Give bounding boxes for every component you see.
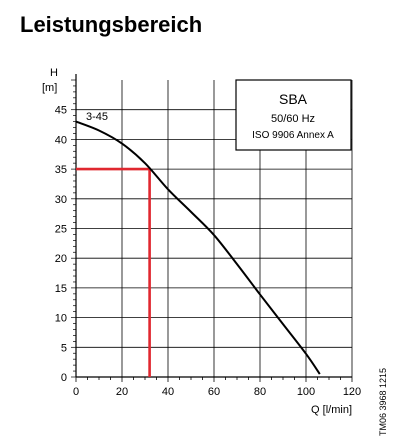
x-tick-label: 60 <box>208 386 220 398</box>
y-tick-label: 45 <box>55 105 67 117</box>
y-tick-label: 20 <box>55 253 67 265</box>
y-tick-label: 25 <box>55 224 67 236</box>
legend-line-1: SBA <box>279 91 308 107</box>
y-axis-label: H <box>50 67 58 79</box>
y-tick-label: 0 <box>61 372 67 384</box>
tick-labels: 0 20 40 60 80 100 120 0 5 10 15 20 25 30 35 40 45 <box>55 105 361 398</box>
chart-marks <box>75 120 321 377</box>
x-axis-label: Q [l/min] <box>311 404 352 416</box>
series-label: 3-45 <box>86 111 108 123</box>
y-tick-label: 10 <box>55 313 67 325</box>
axis-ticks <box>71 74 353 382</box>
x-tick-label: 80 <box>254 386 266 398</box>
x-tick-label: 20 <box>116 386 128 398</box>
pump-curve-line <box>75 120 321 375</box>
x-tick-label: 40 <box>162 386 174 398</box>
x-tick-label: 100 <box>297 386 315 398</box>
y-tick-label: 35 <box>55 164 67 176</box>
y-tick-label: 15 <box>55 283 67 295</box>
x-tick-label: 120 <box>343 386 361 398</box>
legend-line-3: ISO 9906 Annex A <box>252 130 334 141</box>
grid-lines <box>76 80 353 377</box>
page-title: Leistungsbereich <box>20 12 203 37</box>
x-tick-label: 0 <box>73 386 79 398</box>
legend-line-2: 50/60 Hz <box>271 113 315 125</box>
y-tick-label: 40 <box>55 134 67 146</box>
y-tick-label: 30 <box>55 194 67 206</box>
y-axis-unit: [m] <box>42 82 57 94</box>
duty-point-lines <box>76 167 151 377</box>
legend-box <box>235 79 352 151</box>
y-tick-label: 5 <box>61 342 67 354</box>
